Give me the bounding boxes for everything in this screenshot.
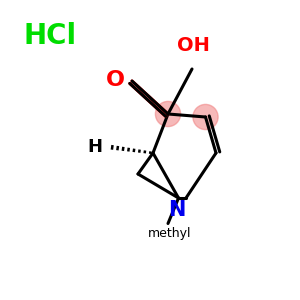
Text: OH: OH xyxy=(177,37,210,56)
Circle shape xyxy=(193,104,218,130)
Circle shape xyxy=(155,101,181,127)
Text: N: N xyxy=(168,200,186,220)
Text: methyl: methyl xyxy=(148,226,191,239)
Text: H: H xyxy=(87,138,102,156)
Text: HCl: HCl xyxy=(24,22,77,50)
Text: O: O xyxy=(106,70,125,89)
